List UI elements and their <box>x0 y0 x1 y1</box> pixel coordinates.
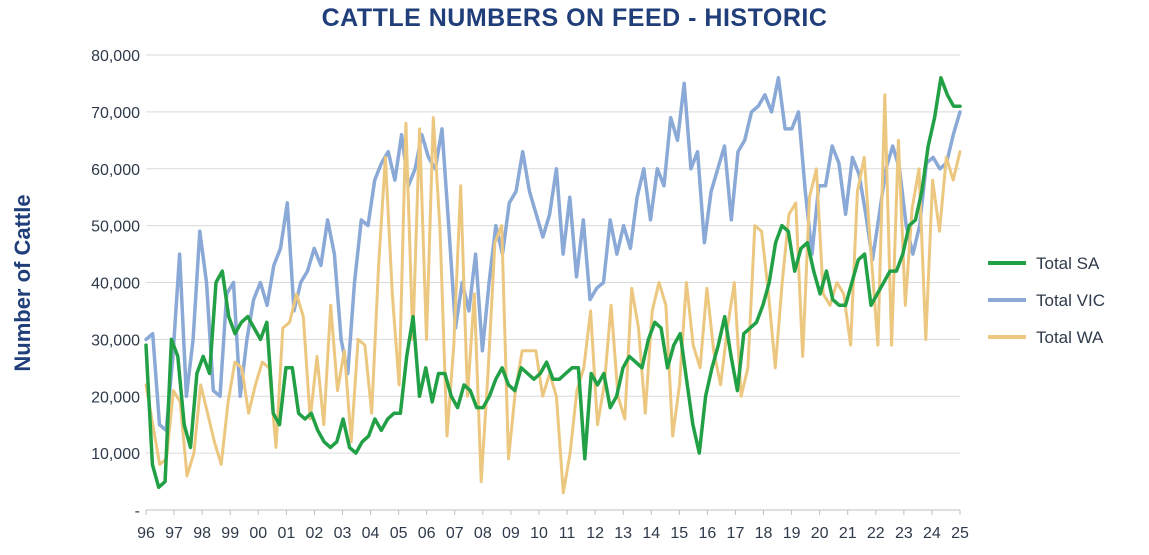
x-tick-label: 04 <box>362 525 380 542</box>
legend-label-total-sa: Total SA <box>1036 254 1100 273</box>
x-tick-label: 07 <box>446 525 464 542</box>
legend-label-total-vic: Total VIC <box>1036 291 1105 310</box>
x-tick-label: 16 <box>698 525 716 542</box>
x-tick-label: 18 <box>755 525 773 542</box>
legend: Total SA Total VIC Total WA <box>988 254 1105 347</box>
x-tick-label: 22 <box>867 525 885 542</box>
x-tick-label: 20 <box>811 525 829 542</box>
y-tick-label: 40,000 <box>91 276 140 293</box>
x-tick-label: 06 <box>418 525 436 542</box>
y-tick-label: 20,000 <box>91 389 140 406</box>
x-tick-label: 23 <box>895 525 913 542</box>
legend-label-total-wa: Total WA <box>1036 328 1104 347</box>
y-tick-label: 50,000 <box>91 219 140 236</box>
y-tick-label: 60,000 <box>91 162 140 179</box>
y-tick-label: 70,000 <box>91 105 140 122</box>
x-tick-label: 97 <box>165 525 183 542</box>
series-line-total-vic <box>144 76 962 433</box>
x-tick-label: 02 <box>306 525 324 542</box>
y-tick-label: 30,000 <box>91 332 140 349</box>
x-tick-label: 24 <box>923 525 941 542</box>
x-tick-label: 01 <box>277 525 295 542</box>
chart-title: CATTLE NUMBERS ON FEED - HISTORIC <box>321 4 828 32</box>
x-tick-label: 21 <box>839 525 857 542</box>
x-tick-label: 09 <box>502 525 520 542</box>
x-tick-label: 08 <box>474 525 492 542</box>
axes: - 10,000 20,000 30,000 40,000 50,000 60,000 70,… <box>91 48 969 542</box>
series-line-total-wa <box>144 93 962 495</box>
x-tick-label: 00 <box>249 525 267 542</box>
series-lines <box>144 76 962 495</box>
x-tick-label: 12 <box>586 525 604 542</box>
x-tick-label: 11 <box>559 525 576 542</box>
x-tick-label: 25 <box>951 525 969 542</box>
x-tick-label: 98 <box>193 525 211 542</box>
y-tick-label: 80,000 <box>91 48 140 65</box>
x-tick-label: 10 <box>530 525 548 542</box>
x-tick-label: 13 <box>614 525 632 542</box>
x-tick-label: 99 <box>221 525 239 542</box>
series-line-total-sa <box>144 76 962 490</box>
y-axis-label: Number of Cattle <box>10 194 35 371</box>
x-tick-label: 03 <box>334 525 352 542</box>
y-tick-label: 10,000 <box>91 446 140 463</box>
x-tick-label: 15 <box>670 525 688 542</box>
y-tick-label: - <box>135 503 140 520</box>
x-tick-label: 14 <box>642 525 660 542</box>
x-tick-label: 05 <box>390 525 408 542</box>
x-tick-label: 17 <box>727 525 745 542</box>
x-tick-label: 96 <box>137 525 155 542</box>
x-tick-label: 19 <box>783 525 801 542</box>
